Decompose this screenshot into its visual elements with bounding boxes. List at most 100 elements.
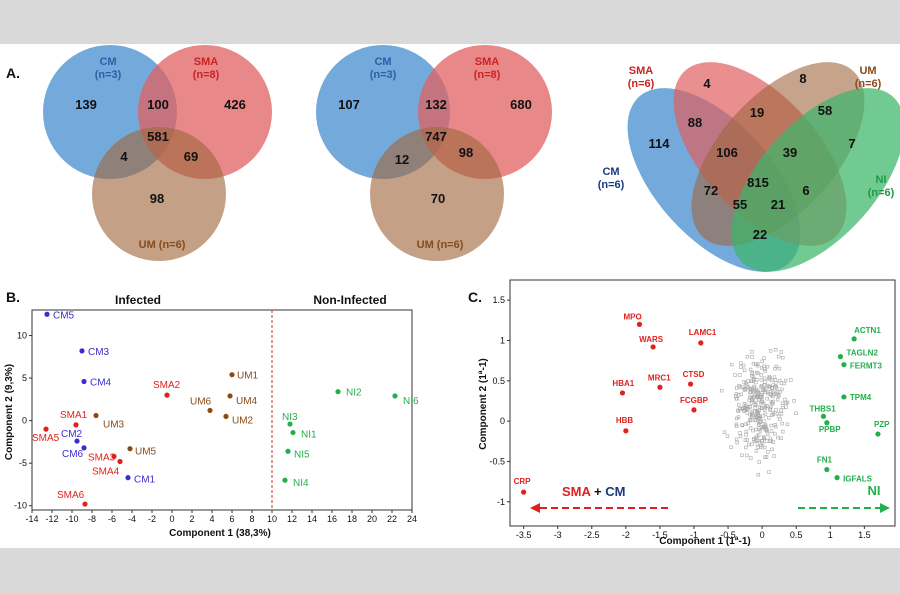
protein-point-thbs1 — [820, 413, 827, 419]
protein-label-crp: CRP — [514, 477, 532, 486]
venn3-cm-sma: 88 — [688, 115, 702, 130]
plot-b-xtick-label: -2 — [148, 514, 156, 524]
protein-point-lamc1 — [698, 340, 704, 346]
sample-label-ni6: NI6 — [403, 396, 419, 407]
plot-b-frame — [31, 309, 413, 511]
plot-c-xtick-label: -1.5 — [652, 530, 668, 540]
venn-2: CM (n=3) SMA (n=8) UM (n=6) 107 132 680 … — [316, 45, 552, 261]
protein-label-ctsd: CTSD — [683, 370, 705, 379]
sample-label-ni4: NI4 — [293, 478, 309, 489]
plot-b-xtick-label: 16 — [327, 514, 337, 524]
sample-label-ni2: NI2 — [346, 388, 362, 399]
background-protein-marker — [739, 392, 743, 397]
background-protein-marker — [750, 350, 754, 354]
plot-b-xtick-label: 0 — [169, 514, 174, 524]
venn3-um-n: (n=6) — [855, 78, 882, 90]
background-protein-marker — [744, 429, 749, 434]
background-protein-marker — [756, 395, 760, 400]
protein-label-hba1: HBA1 — [612, 379, 634, 388]
arrow-sma-label: SMA — [562, 484, 592, 499]
arrow-ni-label: NI — [868, 483, 881, 498]
background-protein-marker — [773, 366, 777, 371]
venn3-sma-um-ni: 39 — [783, 145, 797, 160]
sample-point-sma6 — [82, 501, 88, 507]
sample-point-ni3 — [287, 421, 293, 427]
sample-point-um1 — [229, 372, 235, 378]
sample-point-cm3 — [79, 348, 85, 354]
venn1-um-only: 98 — [150, 191, 164, 206]
background-protein-marker — [757, 415, 762, 420]
protein-point-ppbp — [824, 420, 830, 426]
venn3-cm-ni: 22 — [753, 227, 767, 242]
plot-c-xtick-label: -3 — [554, 530, 562, 540]
venn1-cm-sma: 100 — [147, 97, 169, 112]
background-protein-marker — [744, 422, 748, 426]
panel-c-label: C. — [468, 289, 482, 305]
background-protein-marker — [770, 447, 774, 452]
venn1-cm-n: (n=3) — [95, 69, 122, 81]
background-protein-marker — [779, 436, 783, 441]
background-protein-marker — [760, 425, 765, 429]
venn2-cm-only: 107 — [338, 97, 360, 112]
background-protein-marker — [769, 429, 774, 433]
background-protein-marker — [756, 445, 760, 450]
protein-point-wars — [650, 344, 656, 350]
venn3-ni-label: NI — [876, 174, 887, 186]
venn2-um-label: UM (n=6) — [417, 239, 464, 251]
background-protein-marker — [762, 383, 766, 387]
background-protein-marker — [759, 420, 763, 424]
background-protein-marker — [772, 375, 777, 379]
background-protein-marker — [756, 393, 760, 398]
arrow-cm-label: CM — [605, 484, 625, 499]
background-protein-marker — [750, 409, 755, 414]
venn3-um-only: 8 — [799, 71, 806, 86]
background-protein-marker — [765, 396, 769, 401]
protein-point-mpo — [636, 321, 643, 327]
background-protein-marker — [794, 411, 798, 416]
background-protein-marker — [755, 434, 759, 438]
arrow-plus-label: + — [590, 484, 605, 499]
background-protein-marker — [765, 364, 770, 369]
background-protein-marker — [762, 356, 766, 360]
background-protein-marker — [746, 421, 750, 425]
background-protein-marker — [740, 407, 744, 411]
venn3-cm-only: 114 — [649, 136, 671, 151]
plot-b-xtick-label: -10 — [65, 514, 78, 524]
background-protein-marker — [774, 386, 779, 390]
arrow-sma-cm-head — [530, 503, 540, 513]
plot-b-points: CM5 CM3 CM4 CM2 CM6 CM1 SMA1 SMA2 SMA5 SMA3 SMA4 SM… — [32, 310, 419, 507]
background-protein-marker — [792, 399, 796, 403]
background-protein-marker — [780, 401, 785, 406]
background-protein-marker — [781, 355, 785, 360]
protein-point-tpm4 — [841, 394, 847, 400]
background-protein-marker — [755, 438, 759, 442]
background-protein-marker — [773, 423, 777, 427]
background-protein-marker — [722, 430, 727, 434]
protein-label-fcgbp: FCGBP — [680, 396, 709, 405]
background-protein-marker — [763, 369, 767, 373]
venn1-cm-only: 139 — [75, 97, 97, 112]
plot-b-xtick-label: 8 — [249, 514, 254, 524]
background-protein-marker — [745, 383, 749, 387]
arrow-ni-head — [880, 503, 890, 513]
background-protein-marker — [738, 434, 743, 439]
protein-label-lamc1: LAMC1 — [689, 328, 717, 337]
plot-b-xtick-label: -6 — [108, 514, 116, 524]
protein-label-fn1: FN1 — [817, 456, 833, 465]
background-protein-marker — [753, 413, 758, 418]
sample-label-cm5: CM5 — [53, 310, 75, 321]
venn3-um-label: UM — [859, 65, 876, 77]
panel-b-label: B. — [6, 289, 20, 305]
plot-c-ytick-label: 1 — [500, 335, 505, 345]
sample-point-sma5 — [43, 426, 49, 432]
background-protein-marker — [760, 395, 764, 399]
plot-b-xtick-label: -8 — [88, 514, 96, 524]
background-protein-marker — [774, 381, 778, 385]
venn2-sma-n: (n=8) — [474, 69, 501, 81]
protein-label-mpo: MPO — [623, 312, 641, 321]
background-protein-marker — [745, 354, 750, 359]
protein-label-pzp: PZP — [874, 420, 890, 429]
sample-label-um4: UM4 — [236, 396, 258, 407]
background-protein-marker — [755, 377, 759, 382]
background-protein-marker — [762, 426, 767, 431]
